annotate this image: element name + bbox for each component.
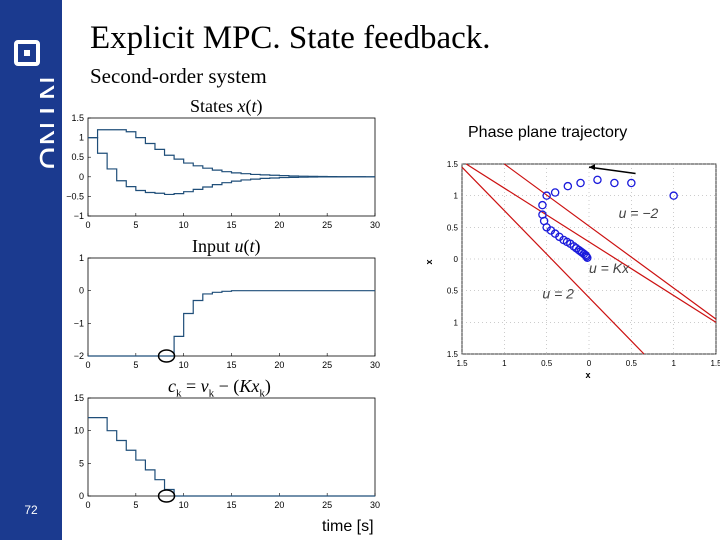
plot-frame xyxy=(87,397,376,497)
x-tick-label: 10 xyxy=(179,360,189,370)
trajectory-point xyxy=(582,252,591,261)
sidebar-band: NTNU 72 xyxy=(0,0,62,540)
x-tick-label: 0 xyxy=(587,359,592,368)
arrow-head-icon xyxy=(589,164,595,171)
cost-plot-title: ck = vk − (Kxk) xyxy=(168,376,271,400)
slide-subtitle: Second-order system xyxy=(90,64,267,88)
y-tick-label: 1.5 xyxy=(447,350,459,359)
x-tick-label: 20 xyxy=(274,220,284,230)
x-tick-label: 0.5 xyxy=(541,359,553,368)
states-plot-title: States x(t) xyxy=(190,96,263,116)
y-tick-label: −1 xyxy=(74,318,84,328)
y-tick-label: 0 xyxy=(454,255,459,264)
series-line-1 xyxy=(88,417,375,497)
ntnu-logo-text: NTNU xyxy=(32,76,54,170)
x-tick-label: 1 xyxy=(671,359,676,368)
trajectory-point xyxy=(593,175,602,185)
region-boundary-upper xyxy=(465,163,717,323)
x-tick-label: 5 xyxy=(133,360,138,370)
region-boundary-lower xyxy=(461,166,645,355)
y-tick-label: −0.5 xyxy=(66,191,84,201)
y-tick-label: 1.5 xyxy=(71,113,84,123)
region-annotation: u = Kx xyxy=(589,260,630,276)
y-tick-label: 15 xyxy=(74,393,84,403)
y-axis-label: x xyxy=(424,259,434,264)
x-tick-label: 20 xyxy=(274,360,284,370)
ntnu-logo-icon xyxy=(14,40,40,66)
states-plot: 0 5 10 15 20 25 30 1.5 1 0.5 0 −0.5 −1 xyxy=(66,113,380,230)
x-tick-label: 5 xyxy=(133,500,138,510)
series-line-2 xyxy=(88,137,375,196)
highlight-circle xyxy=(157,489,176,503)
x-tick-label: 1.5 xyxy=(456,359,468,368)
y-tick-label: 0 xyxy=(79,172,84,182)
x-axis-label: x xyxy=(585,370,590,380)
x-tick-label: 30 xyxy=(370,360,380,370)
trajectory-point xyxy=(627,178,636,188)
x-tick-label: 1 xyxy=(502,359,507,368)
region-boundary-right xyxy=(503,163,717,320)
y-tick-label: 1.5 xyxy=(447,160,459,169)
region-annotation: u = 2 xyxy=(542,285,574,301)
trajectory-point xyxy=(563,181,573,191)
x-tick-label: 25 xyxy=(322,220,332,230)
x-tick-label: 0 xyxy=(85,500,90,510)
trajectory-point xyxy=(576,178,585,188)
x-tick-label: 15 xyxy=(226,220,236,230)
y-tick-label: 0.5 xyxy=(447,287,459,296)
y-tick-label: 10 xyxy=(74,426,84,436)
y-tick-label: 1 xyxy=(454,192,459,201)
x-tick-label: 30 xyxy=(370,220,380,230)
x-tick-label: 0 xyxy=(85,220,90,230)
plot-frame xyxy=(87,257,376,357)
x-tick-label: 10 xyxy=(179,220,189,230)
svg-text:NTNU: NTNU xyxy=(32,76,54,170)
y-tick-label: −1 xyxy=(74,211,84,221)
y-tick-label: 0.5 xyxy=(447,223,459,232)
y-tick-label: 0 xyxy=(79,491,84,501)
input-plot-title: Input u(t) xyxy=(192,236,261,256)
x-tick-label: 25 xyxy=(322,360,332,370)
y-tick-label: −2 xyxy=(74,351,84,361)
trajectory-point xyxy=(610,178,619,188)
trajectory-point xyxy=(542,191,551,200)
y-tick-label: 0 xyxy=(79,286,84,296)
y-tick-label: 1 xyxy=(454,318,459,327)
x-tick-label: 30 xyxy=(370,500,380,510)
phase-plot-title: Phase plane trajectory xyxy=(468,124,628,141)
y-tick-label: 5 xyxy=(79,458,84,468)
trajectory-point xyxy=(538,200,547,210)
trajectory-arrow xyxy=(588,166,636,175)
x-tick-label: 5 xyxy=(133,220,138,230)
x-tick-label: 20 xyxy=(274,500,284,510)
trajectory-point xyxy=(583,253,592,262)
x-tick-label: 25 xyxy=(322,500,332,510)
y-tick-label: 0.5 xyxy=(71,152,84,162)
x-tick-label: 10 xyxy=(179,500,189,510)
x-tick-label: 1.5 xyxy=(710,359,720,368)
x-tick-label: 15 xyxy=(226,500,236,510)
y-tick-label: 1 xyxy=(79,133,84,143)
slide-title: Explicit MPC. State feedback. xyxy=(90,20,491,56)
highlight-circle xyxy=(157,349,176,363)
series-line-1 xyxy=(88,290,375,357)
x-tick-label: 0.5 xyxy=(626,359,638,368)
trajectory-point xyxy=(550,188,560,197)
x-tick-label: 0 xyxy=(85,360,90,370)
page-number: 72 xyxy=(24,503,38,517)
plot-frame xyxy=(87,117,376,217)
trajectory-point xyxy=(669,191,678,200)
y-tick-label: 1 xyxy=(79,253,84,263)
time-axis-label: time [s] xyxy=(322,518,374,535)
x-tick-label: 15 xyxy=(226,360,236,370)
cost-plot: 0 5 10 15 20 25 30 15 10 5 0 xyxy=(74,393,380,510)
region-annotation: u = −2 xyxy=(619,205,659,221)
